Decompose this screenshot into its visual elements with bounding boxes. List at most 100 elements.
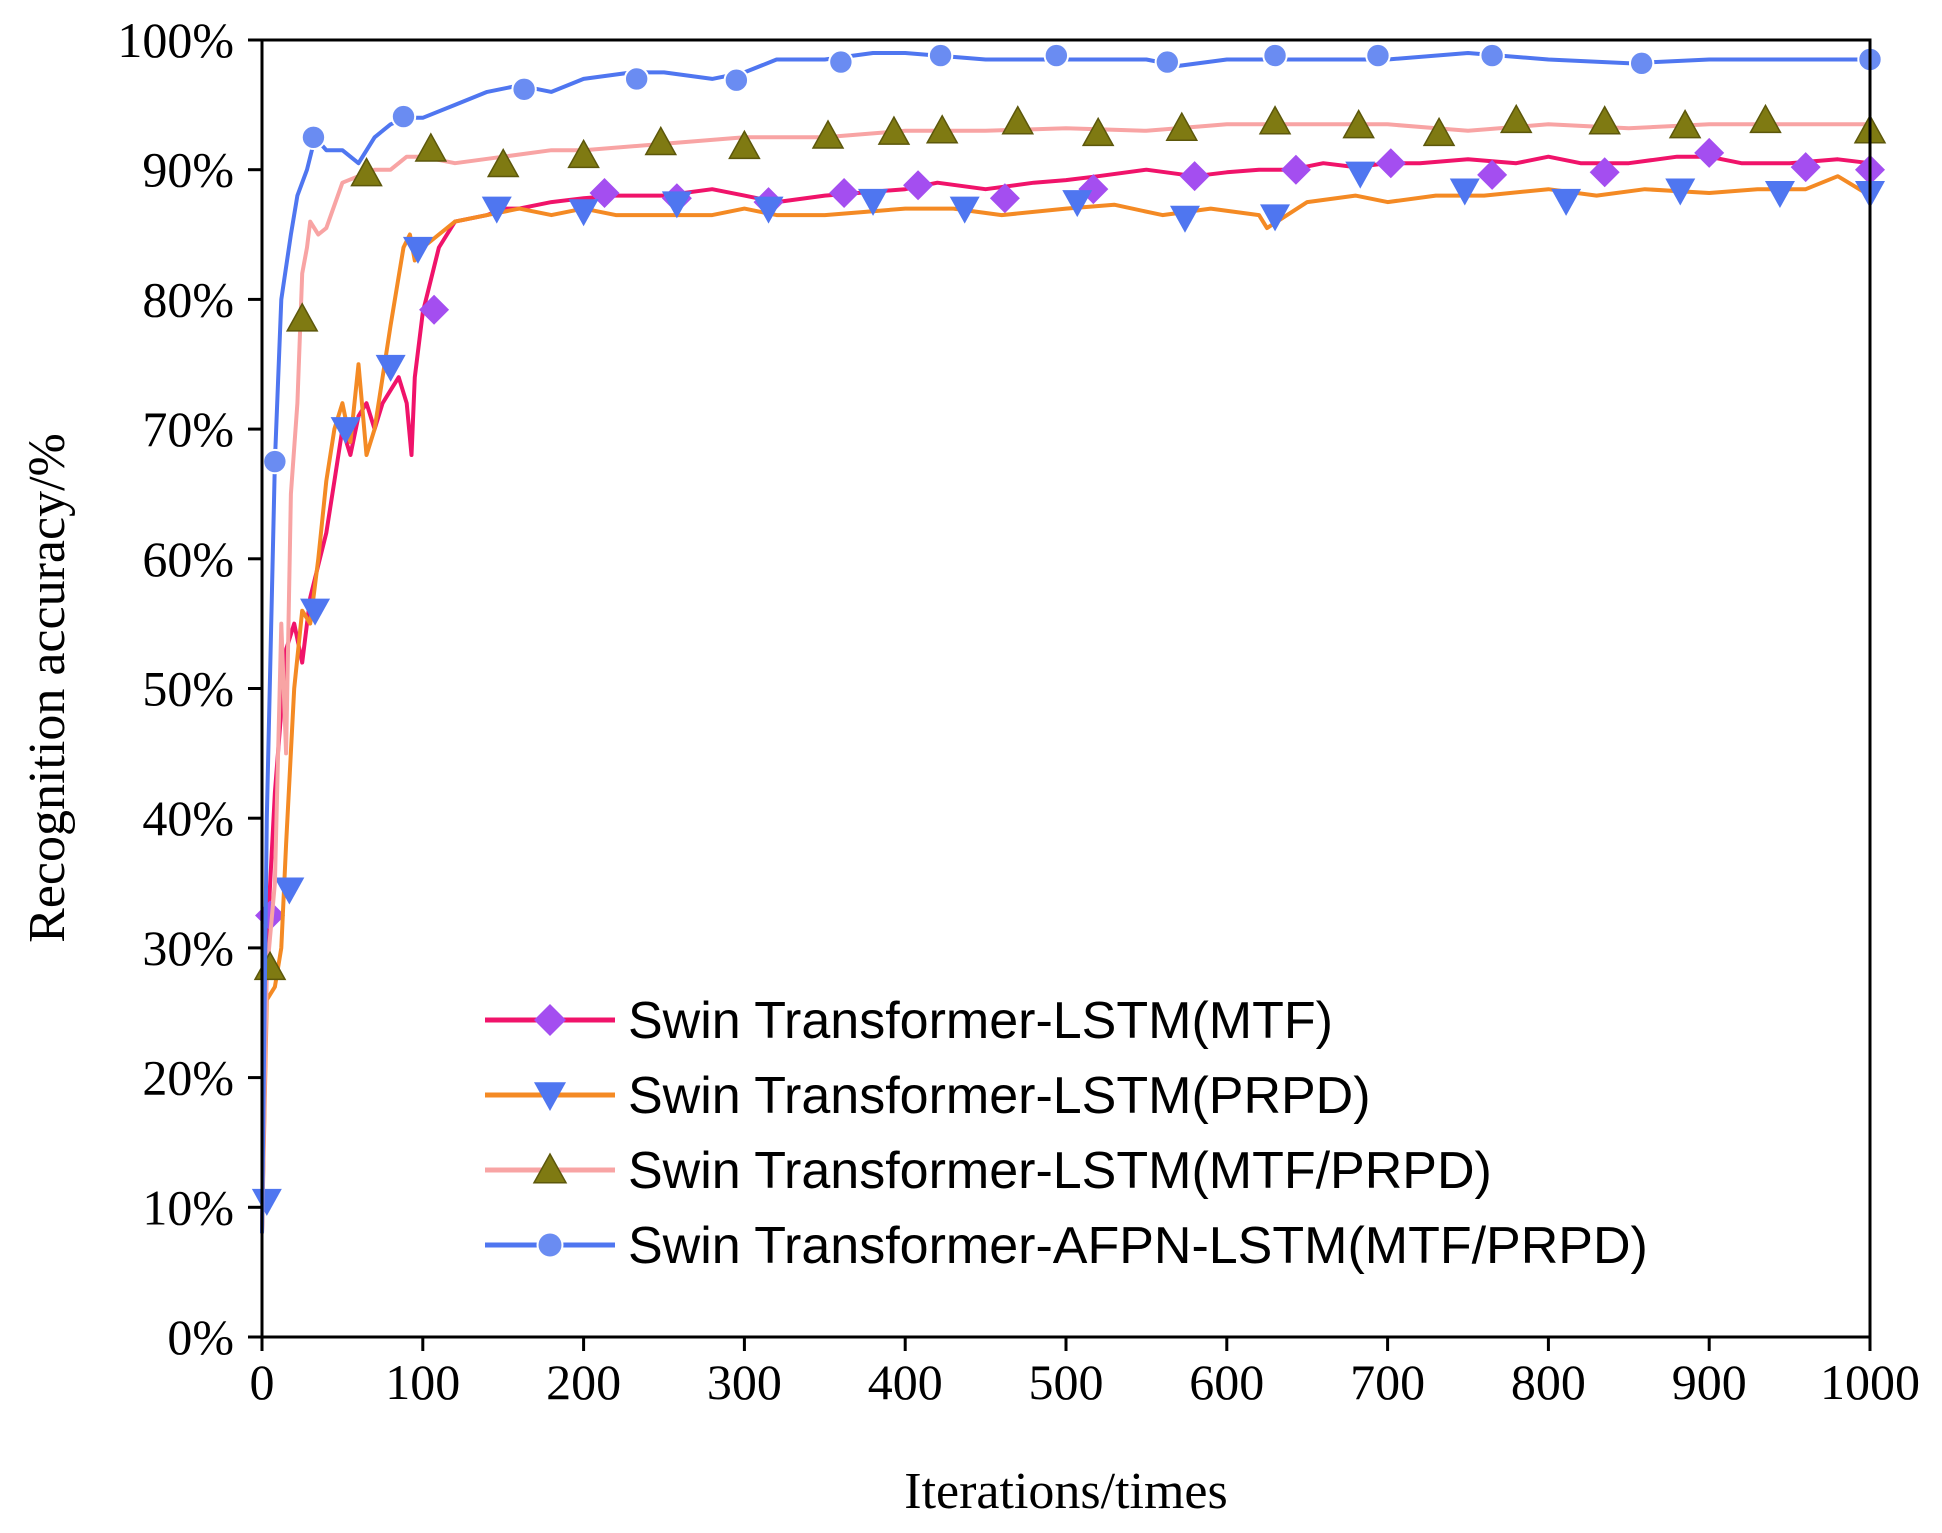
data-point — [1154, 49, 1181, 75]
data-point — [300, 598, 331, 626]
legend-label: Swin Transformer-LSTM(MTF/PRPD) — [628, 1142, 1492, 1200]
data-point — [903, 170, 934, 201]
data-point — [300, 124, 327, 150]
legend-marker — [532, 1152, 568, 1184]
x-tick-label: 200 — [546, 1354, 621, 1410]
series-line — [260, 154, 1871, 1234]
data-point — [1422, 116, 1456, 147]
data-point — [858, 188, 889, 216]
x-tick-label: 800 — [1511, 1354, 1586, 1410]
data-point — [1262, 42, 1288, 69]
x-tick-label: 0 — [250, 1354, 275, 1410]
legend-item-1: Swin Transformer-LSTM(MTF) — [485, 992, 1333, 1050]
data-point — [1479, 42, 1505, 69]
y-axis-title: Recognition accuracy/% — [19, 433, 76, 943]
x-tick-label: 1000 — [1820, 1354, 1920, 1410]
data-point — [1694, 137, 1725, 168]
data-point — [1043, 42, 1070, 69]
data-point — [1665, 178, 1696, 206]
legend-marker — [534, 1082, 566, 1111]
x-tick-label: 500 — [1029, 1354, 1104, 1410]
legend-marker — [534, 1004, 566, 1036]
data-point — [1165, 111, 1199, 141]
data-point — [511, 76, 537, 102]
axis-tick-labels: 0 100 200 300 400 500 600 700 800 900 1000 0% 10% 20%… — [117, 12, 1920, 1410]
data-point — [350, 157, 383, 187]
series-3 — [253, 103, 1887, 1234]
data-point — [661, 191, 692, 219]
legend-label: Swin Transformer-AFPN-LSTM(MTF/PRPD) — [628, 1217, 1648, 1275]
x-tick-label: 300 — [707, 1354, 782, 1410]
data-point — [723, 67, 750, 93]
legend: Swin Transformer-LSTM(MTF) Swin Transform… — [485, 992, 1648, 1275]
data-point — [1345, 161, 1376, 189]
data-point — [927, 42, 954, 69]
data-point — [481, 196, 512, 224]
data-point — [1062, 190, 1093, 218]
x-tick-label: 900 — [1672, 1354, 1747, 1410]
y-tick-label: 70% — [142, 401, 234, 457]
y-tick-label: 0% — [167, 1309, 234, 1365]
y-tick-label: 60% — [142, 531, 234, 587]
y-tick-label: 20% — [142, 1050, 234, 1106]
series-layer — [251, 42, 1887, 1234]
legend-label: Swin Transformer-LSTM(MTF) — [628, 992, 1333, 1050]
series-line — [260, 51, 1870, 1234]
series-4 — [260, 42, 1883, 1234]
data-point — [285, 302, 319, 332]
data-point — [1668, 109, 1702, 139]
legend-item-2: Swin Transformer-LSTM(PRPD) — [485, 1067, 1371, 1125]
y-tick-label: 40% — [142, 790, 234, 846]
data-point — [828, 49, 854, 75]
x-tick-label: 400 — [868, 1354, 943, 1410]
data-point — [925, 114, 959, 144]
data-point — [1365, 42, 1391, 69]
data-point — [1551, 188, 1582, 216]
y-tick-label: 50% — [142, 661, 234, 717]
x-axis-title: Iterations/times — [904, 1463, 1227, 1520]
series-line — [260, 174, 1872, 1234]
data-point — [644, 125, 678, 156]
data-point — [1258, 105, 1292, 135]
x-tick-label: 600 — [1189, 1354, 1264, 1410]
data-point — [1081, 116, 1115, 147]
series-1 — [255, 137, 1885, 1234]
y-tick-label: 80% — [142, 271, 234, 327]
x-tick-label: 700 — [1350, 1354, 1425, 1410]
data-point — [486, 147, 520, 178]
y-tick-label: 10% — [142, 1179, 234, 1235]
data-point — [1589, 157, 1620, 188]
y-tick-label: 30% — [142, 920, 234, 976]
data-point — [1628, 50, 1655, 77]
data-point — [1169, 205, 1200, 233]
data-point — [1749, 103, 1782, 134]
data-point — [753, 196, 784, 224]
data-point — [402, 236, 433, 264]
data-point — [251, 1188, 282, 1216]
data-point — [1001, 105, 1035, 135]
data-point — [1179, 161, 1210, 192]
y-tick-label: 100% — [117, 12, 234, 68]
data-point — [390, 103, 417, 130]
data-point — [1280, 154, 1311, 185]
data-point — [419, 294, 450, 325]
data-point — [1342, 109, 1375, 139]
data-point — [949, 196, 980, 224]
data-point — [262, 448, 288, 475]
data-point — [1499, 103, 1533, 134]
data-point — [330, 417, 361, 445]
x-tick-label: 100 — [385, 1354, 460, 1410]
legend-item-4: Swin Transformer-AFPN-LSTM(MTF/PRPD) — [485, 1217, 1648, 1275]
data-point — [623, 66, 650, 92]
data-point — [877, 115, 911, 145]
series-line — [260, 122, 1870, 1234]
legend-item-3: Swin Transformer-LSTM(MTF/PRPD) — [485, 1142, 1492, 1200]
data-point — [567, 138, 600, 169]
data-point — [728, 129, 761, 160]
data-point — [1764, 181, 1795, 209]
data-point — [568, 199, 599, 227]
data-point — [1790, 152, 1821, 183]
legend-label: Swin Transformer-LSTM(PRPD) — [628, 1067, 1371, 1125]
data-point — [989, 183, 1020, 214]
